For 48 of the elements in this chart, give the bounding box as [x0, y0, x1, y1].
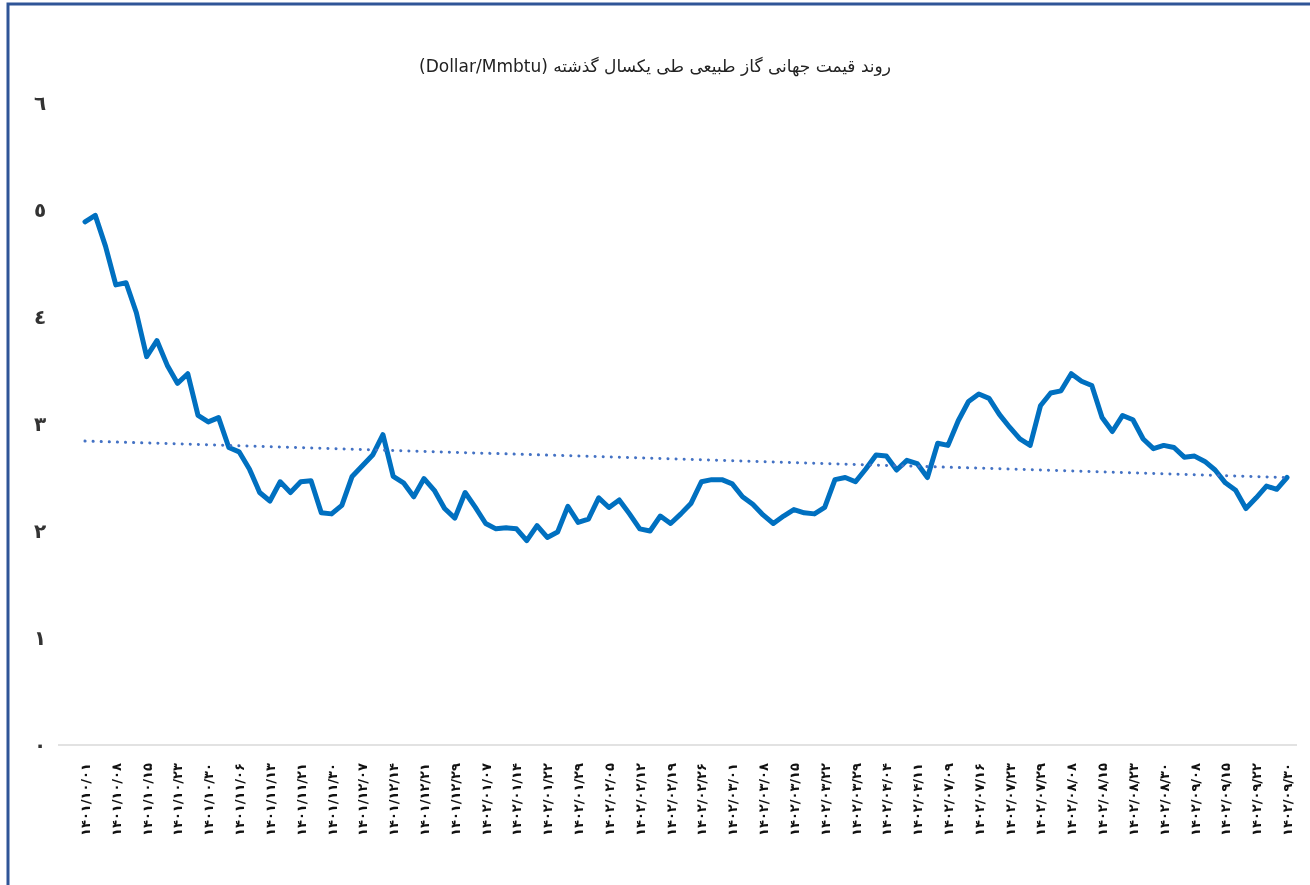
x-tick-label: ۱۴۰۲/۰۹/۱۵ — [1218, 762, 1234, 836]
x-tick-label: ۱۴۰۲/۰۳/۱۵ — [786, 762, 802, 836]
y-tick-label: ٥ — [33, 198, 47, 222]
x-tick-label: ۱۴۰۱/۱۲/۰۷ — [355, 762, 371, 836]
x-tick-label: ۱۴۰۲/۰۱/۲۲ — [540, 762, 556, 836]
x-tick-label: ۱۴۰۲/۰۷/۲۳ — [1002, 762, 1018, 836]
y-tick-label: ٠ — [33, 733, 47, 757]
x-tick-label: ۱۴۰۲/۰۴/۰۴ — [879, 762, 895, 836]
x-tick-label: ۱۴۰۱/۱۰/۰۸ — [108, 762, 124, 836]
x-tick-label: ۱۴۰۱/۱۱/۲۱ — [293, 763, 309, 836]
x-tick-label: ۱۴۰۲/۰۹/۰۸ — [1187, 762, 1203, 836]
x-tick-label: ۱۴۰۱/۱۱/۱۳ — [262, 762, 278, 836]
x-tick-label: ۱۴۰۲/۰۲/۲۶ — [694, 763, 710, 836]
y-tick-label: ٤ — [33, 305, 47, 329]
y-tick-label: ٦ — [33, 91, 47, 115]
x-tick-label: ۱۴۰۲/۰۳/۰۱ — [725, 763, 741, 836]
x-tick-label: ۱۴۰۱/۱۰/۱۵ — [139, 762, 155, 836]
y-tick-label: ٢ — [33, 519, 47, 543]
x-tick-label: ۱۴۰۲/۰۷/۲۹ — [1033, 762, 1049, 836]
x-tick-label: ۱۴۰۲/۰۱/۰۷ — [478, 762, 494, 836]
x-tick-label: ۱۴۰۲/۰۳/۲۹ — [848, 762, 864, 836]
x-tick-label: ۱۴۰۲/۰۸/۱۵ — [1095, 762, 1111, 836]
x-tick-label: ۱۴۰۱/۱۰/۲۳ — [170, 762, 186, 836]
x-tick-label: ۱۴۰۲/۰۳/۲۲ — [817, 762, 833, 836]
chart-title: روند قیمت جهانی گاز طبیعی طی یکسال گذشته (Dollar/Mmbtu) — [419, 56, 891, 77]
x-tick-label: ۱۴۰۱/۱۱/۰۶ — [232, 763, 248, 836]
x-tick-label: ۱۴۰۲/۰۱/۱۴ — [509, 762, 525, 836]
x-tick-label: ۱۴۰۲/۰۲/۱۲ — [632, 762, 648, 836]
x-tick-label: ۱۴۰۱/۱۰/۳۰ — [201, 763, 217, 836]
x-tick-label: ۱۴۰۱/۱۰/۰۱ — [78, 763, 93, 836]
y-tick-label: ٣ — [33, 412, 47, 436]
x-tick-label: ۱۴۰۱/۱۲/۱۴ — [386, 762, 402, 836]
x-tick-label: ۱۴۰۲/۰۸/۲۳ — [1125, 762, 1141, 836]
y-tick-label: ١ — [33, 626, 47, 650]
x-tick-label: ۱۴۰۱/۱۲/۲۹ — [447, 762, 463, 836]
x-tick-label: ۱۴۰۲/۰۷/۰۹ — [940, 762, 956, 836]
x-tick-label: ۱۴۰۲/۰۹/۳۰ — [1280, 763, 1295, 836]
x-tick-label: ۱۴۰۲/۰۸/۳۰ — [1156, 763, 1172, 836]
x-tick-label: ۱۴۰۱/۱۱/۳۰ — [324, 763, 340, 836]
x-tick-label: ۱۴۰۲/۰۸/۰۸ — [1064, 762, 1080, 836]
x-tick-label: ۱۴۰۲/۰۲/۱۹ — [663, 762, 679, 836]
x-tick-label: ۱۴۰۲/۰۳/۰۸ — [756, 762, 772, 836]
x-tick-label: ۱۴۰۱/۱۲/۲۱ — [417, 763, 433, 836]
x-tick-label: ۱۴۰۲/۰۷/۱۶ — [971, 763, 987, 836]
x-tick-label: ۱۴۰۲/۰۱/۲۹ — [571, 762, 587, 836]
x-tick-label: ۱۴۰۲/۰۲/۰۵ — [601, 762, 617, 836]
x-tick-label: ۱۴۰۲/۰۴/۱۱ — [910, 763, 926, 836]
x-tick-label: ۱۴۰۲/۰۹/۲۲ — [1249, 762, 1265, 836]
